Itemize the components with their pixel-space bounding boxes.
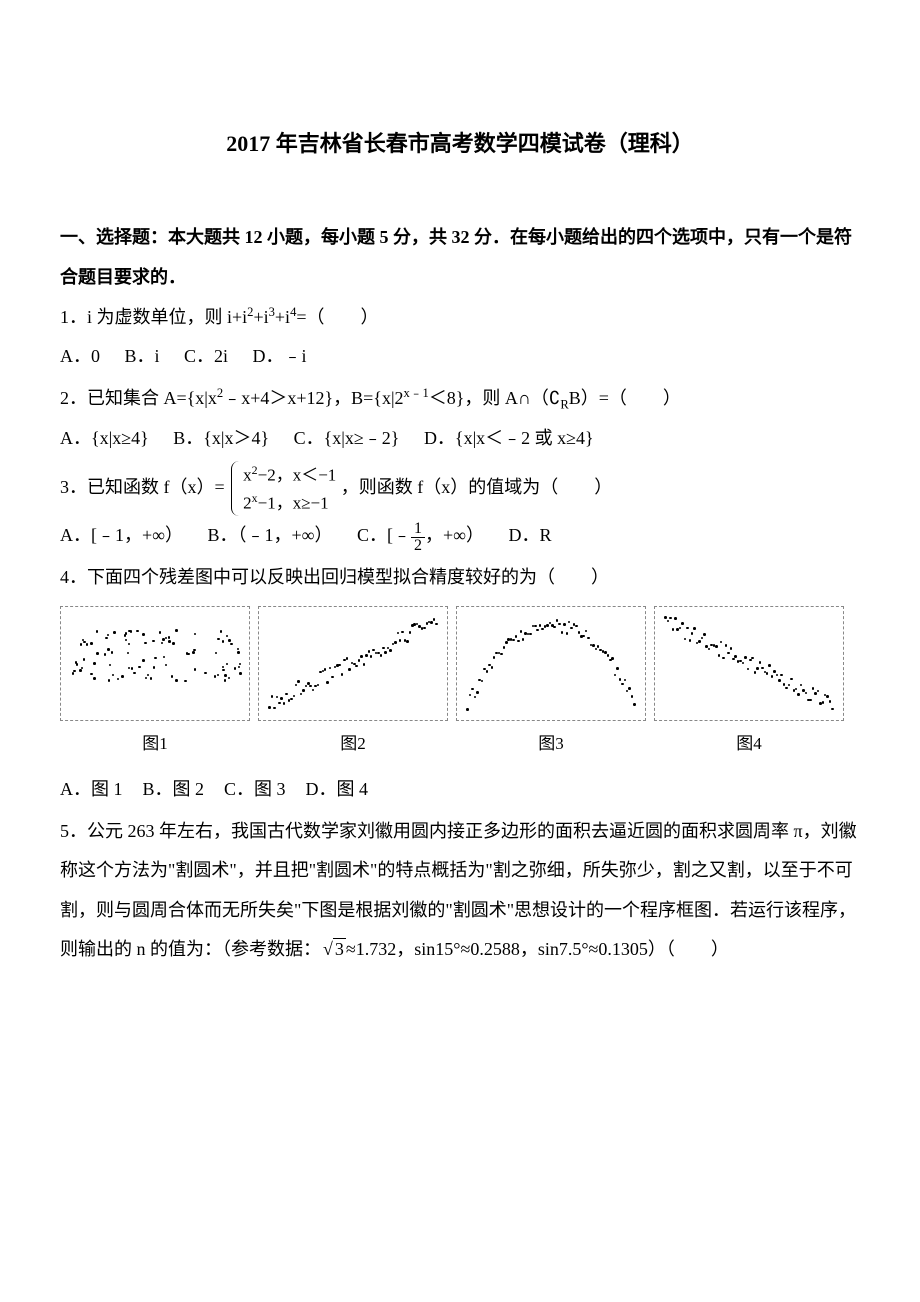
q1-optD: D．﹣i — [253, 346, 307, 366]
plot3-label: 图3 — [538, 725, 564, 762]
q2-optC: C．{x|x≥﹣2} — [294, 428, 400, 448]
frac-num: 1 — [411, 521, 425, 538]
plot2-label: 图2 — [340, 725, 366, 762]
question-4: 4．下面四个残差图中可以反映出回归模型拟合精度较好的为（ ） 图1 图2 图3 … — [60, 558, 860, 810]
piecewise-function: x2−2，x＜−1 2x−1，x≥−1 — [229, 461, 336, 517]
q1-mid1: +i — [253, 307, 268, 327]
question-5: 5．公元 263 年左右，我国古代数学家刘徽用圆内接正多边形的面积去逼近圆的面积… — [60, 812, 860, 970]
question-1: 1．i 为虚数单位，则 i+i2+i3+i4=（ ） A．0 B．i C．2i … — [60, 298, 860, 377]
q3-optC-suffix: ，+∞） — [425, 525, 484, 545]
case1-a: x — [243, 465, 252, 484]
page-title: 2017 年吉林省长春市高考数学四模试卷（理科） — [60, 120, 860, 168]
q2-mid1: ﹣x+4＞x+12}，B={x|2 — [223, 388, 403, 408]
q2-text: 2．已知集合 A={x|x2﹣x+4＞x+12}，B={x|2x﹣1＜8}，则 … — [60, 379, 860, 419]
q2-compsub: R — [560, 397, 568, 411]
q4-text: 4．下面四个残差图中可以反映出回归模型拟合精度较好的为（ ） — [60, 558, 860, 598]
q2-optD: D．{x|x＜﹣2 或 x≥4} — [424, 428, 594, 448]
plot1-label: 图1 — [142, 725, 168, 762]
q4-optC: C．图 3 — [224, 779, 286, 799]
fraction: 12 — [411, 521, 425, 554]
piecewise-case1: x2−2，x＜−1 — [243, 461, 336, 489]
residual-plot-3 — [456, 606, 646, 721]
sqrt-symbol: 3 — [321, 930, 346, 970]
q2-suffix: B）=（ ） — [569, 388, 681, 408]
q2-options: A．{x|x≥4} B．{x|x＞4} C．{x|x≥﹣2} D．{x|x＜﹣2… — [60, 419, 860, 459]
q2-mid2: ＜8}，则 A∩（ — [429, 388, 549, 408]
q2-optB: B．{x|x＞4} — [173, 428, 269, 448]
q1-text-prefix: 1．i 为虚数单位，则 i+i — [60, 307, 247, 327]
q2-prefix: 2．已知集合 A={x|x — [60, 388, 217, 408]
residual-plot-2 — [258, 606, 448, 721]
residual-plot-1 — [60, 606, 250, 721]
plot4-container: 图4 — [654, 606, 844, 762]
q3-optD: D．R — [508, 525, 551, 545]
question-3: 3．已知函数 f（x）= x2−2，x＜−1 2x−1，x≥−1 ，则函数 f（… — [60, 461, 860, 556]
q3-options: A．[﹣1，+∞） B．（﹣1，+∞） C．[﹣12，+∞） D．R — [60, 516, 860, 556]
piecewise-case2: 2x−1，x≥−1 — [243, 489, 336, 517]
residual-plot-4 — [654, 606, 844, 721]
q2-optA: A．{x|x≥4} — [60, 428, 149, 448]
q1-optA: A．0 — [60, 346, 100, 366]
sqrt-radicand: 3 — [333, 938, 346, 959]
plot1-container: 图1 — [60, 606, 250, 762]
q5-text: 5．公元 263 年左右，我国古代数学家刘徽用圆内接正多边形的面积去逼近圆的面积… — [60, 812, 860, 970]
q3-optB: B．（﹣1，+∞） — [207, 525, 332, 545]
q1-optC: C．2i — [184, 346, 228, 366]
q4-options: A．图 1 B．图 2 C．图 3 D．图 4 — [60, 770, 860, 810]
q4-optD: D．图 4 — [306, 779, 369, 799]
q3-prefix: 3．已知函数 f（x）= — [60, 477, 225, 497]
plot3-container: 图3 — [456, 606, 646, 762]
q1-options: A．0 B．i C．2i D．﹣i — [60, 337, 860, 377]
frac-den: 2 — [411, 538, 425, 554]
q5-part2: ≈1.732，sin15°≈0.2588，sin7.5°≈0.1305）（ ） — [346, 939, 729, 959]
q1-suffix: =（ ） — [296, 307, 378, 327]
q3-optC: C．[﹣12，+∞） — [357, 525, 488, 545]
residual-plots-row: 图1 图2 图3 图4 — [60, 606, 860, 762]
question-2: 2．已知集合 A={x|x2﹣x+4＞x+12}，B={x|2x﹣1＜8}，则 … — [60, 379, 860, 459]
q2-sup2: x﹣1 — [404, 386, 429, 400]
case2-b: −1，x≥−1 — [258, 493, 329, 512]
plot4-label: 图4 — [736, 725, 762, 762]
complement-symbol: ∁ — [549, 388, 560, 408]
q1-text: 1．i 为虚数单位，则 i+i2+i3+i4=（ ） — [60, 298, 860, 338]
plot2-container: 图2 — [258, 606, 448, 762]
case1-b: −2，x＜−1 — [258, 465, 337, 484]
q1-mid2: +i — [275, 307, 290, 327]
q3-optA: A．[﹣1，+∞） — [60, 525, 183, 545]
q1-optB: B．i — [125, 346, 160, 366]
q3-suffix: ，则函数 f（x）的值域为（ ） — [341, 477, 613, 497]
q3-text: 3．已知函数 f（x）= x2−2，x＜−1 2x−1，x≥−1 ，则函数 f（… — [60, 461, 860, 517]
q4-optB: B．图 2 — [143, 779, 205, 799]
section-header: 一、选择题：本大题共 12 小题，每小题 5 分，共 32 分．在每小题给出的四… — [60, 218, 860, 297]
q4-optA: A．图 1 — [60, 779, 123, 799]
case2-a: 2 — [243, 493, 252, 512]
q3-optC-prefix: C．[﹣ — [357, 525, 411, 545]
